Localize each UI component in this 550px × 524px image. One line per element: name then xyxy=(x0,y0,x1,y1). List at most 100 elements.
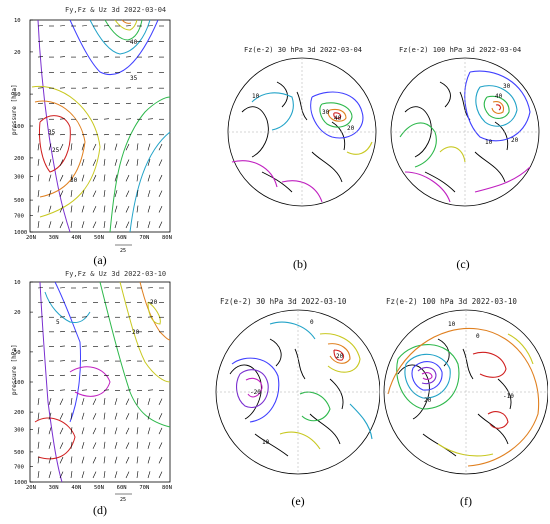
flux-arrow xyxy=(48,471,52,479)
flux-arrow xyxy=(136,143,139,151)
flux-arrow xyxy=(48,456,52,464)
flux-arrow xyxy=(70,456,73,464)
flux-arrow xyxy=(136,205,139,213)
flux-arrow xyxy=(125,206,130,213)
polar-map-e: Fz(e-2) 30 hPa 3d 2022-03-10 0 10 -20 20 xyxy=(215,297,381,475)
flux-arrow xyxy=(70,143,73,151)
x-tick-label: 70N xyxy=(139,235,149,241)
panel-b: Fz(e-2) 30 hPa 3d 2022-03-04 10 30 40 20… xyxy=(222,42,384,271)
flux-arrow xyxy=(92,398,97,406)
y-axis-label: pressure [hPa] xyxy=(11,84,18,135)
contour-label: 20 xyxy=(511,137,519,144)
y-tick-label: 20 xyxy=(14,310,21,316)
flux-arrow xyxy=(158,143,163,151)
flux-arrow xyxy=(136,471,139,479)
flux-arrow xyxy=(81,427,85,435)
flux-arrow xyxy=(81,398,85,406)
y-tick-label: 10 xyxy=(14,18,21,24)
flux-arrow xyxy=(48,412,52,420)
flux-arrow xyxy=(158,471,163,479)
flux-arrow xyxy=(158,159,163,166)
flux-arrow xyxy=(114,441,118,449)
flux-arrow xyxy=(103,456,106,464)
flux-arrow xyxy=(59,398,64,406)
flux-arrow xyxy=(37,427,40,435)
flux-arrow xyxy=(59,413,64,420)
ep-flux-arrows xyxy=(37,25,164,229)
flux-arrow xyxy=(147,221,151,229)
flux-arrow xyxy=(48,159,52,166)
y-tick-label: 200 xyxy=(14,156,24,162)
contour-label: 35 xyxy=(130,75,138,82)
y-tick-label: 300 xyxy=(14,175,24,181)
flux-arrow xyxy=(158,398,163,406)
polar-map-b: Fz(e-2) 30 hPa 3d 2022-03-04 10 30 40 20 xyxy=(227,46,377,207)
y-tick-label: 500 xyxy=(14,450,24,456)
flux-arrow xyxy=(147,398,151,406)
flux-arrow xyxy=(147,174,151,182)
flux-arrow xyxy=(114,221,118,229)
flux-arrow xyxy=(125,174,130,182)
flux-arrow xyxy=(59,174,64,182)
flux-arrow xyxy=(37,205,40,213)
flux-arrow xyxy=(114,174,118,182)
panel-f: Fz(e-2) 100 hPa 3d 2022-03-10 10 0 -10 2… xyxy=(378,294,549,508)
panel-caption: (f) xyxy=(460,494,472,508)
flux-arrow xyxy=(147,427,151,435)
flux-arrow xyxy=(48,143,52,151)
chart-title: Fy,Fz & Uz 3d 2022-03-10 xyxy=(65,270,166,278)
flux-arrow xyxy=(59,206,64,213)
flux-arrow xyxy=(103,189,106,197)
flux-arrow xyxy=(37,221,40,229)
flux-arrow xyxy=(70,158,73,166)
contour-label: 20 xyxy=(132,329,140,336)
flux-arrow xyxy=(136,427,139,435)
flux-arrow xyxy=(92,206,97,213)
x-tick-label: 80N xyxy=(162,485,172,491)
flux-arrow xyxy=(59,471,64,479)
y-tick-label: 10 xyxy=(14,280,21,286)
flux-arrow xyxy=(147,471,151,479)
coastlines xyxy=(404,81,509,193)
flux-arrow xyxy=(48,398,52,406)
flux-arrow xyxy=(136,158,139,166)
y-axis-label: pressure [hPa] xyxy=(11,344,18,395)
flux-arrow xyxy=(59,143,64,151)
contour-label: 40 xyxy=(495,93,503,100)
flux-arrow xyxy=(81,143,85,151)
flux-arrow xyxy=(103,412,106,420)
flux-arrow xyxy=(81,159,85,166)
flux-arrow xyxy=(147,412,151,420)
map-title: Fz(e-2) 30 hPa 3d 2022-03-10 xyxy=(220,297,347,306)
flux-arrow xyxy=(158,174,163,182)
flux-arrow xyxy=(48,190,52,198)
y-tick-label: 500 xyxy=(14,198,24,204)
flux-arrow xyxy=(125,442,130,449)
flux-arrow xyxy=(37,456,40,464)
contour-label: 20 xyxy=(347,125,355,132)
flux-arrow xyxy=(125,143,130,151)
flux-arrow xyxy=(147,441,151,449)
flux-arrow xyxy=(114,471,118,479)
flux-arrow xyxy=(125,413,130,420)
flux-arrow xyxy=(48,221,52,229)
flux-arrow xyxy=(158,206,163,213)
plot-frame xyxy=(29,19,171,233)
panel-d: Fy,Fz & Uz 3d 2022-03-10 pressure [hPa] … xyxy=(10,262,180,517)
flux-arrow xyxy=(92,143,97,151)
x-tick-label: 60N xyxy=(117,485,127,491)
flux-arrow xyxy=(125,427,130,435)
flux-arrow xyxy=(103,441,106,449)
contour-label: 30 xyxy=(322,109,330,116)
flux-arrow xyxy=(125,221,130,229)
panel-e: Fz(e-2) 30 hPa 3d 2022-03-10 0 10 -20 20… xyxy=(210,294,381,508)
flux-arrow xyxy=(48,205,52,213)
flux-arrow xyxy=(70,189,73,197)
flux-arrow xyxy=(92,427,97,435)
flux-arrow xyxy=(37,397,40,405)
flux-arrow xyxy=(48,441,52,449)
contour-label: -10 xyxy=(503,393,514,400)
flux-arrow xyxy=(37,143,40,151)
flux-arrow xyxy=(147,205,151,213)
flux-arrow xyxy=(48,427,52,435)
